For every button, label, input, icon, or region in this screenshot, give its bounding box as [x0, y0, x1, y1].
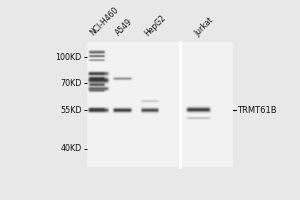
Text: Jurkat: Jurkat	[193, 15, 215, 38]
Bar	[88, 42, 233, 167]
Text: NCI-H460: NCI-H460	[88, 6, 120, 38]
Text: TRMT61B: TRMT61B	[238, 106, 277, 115]
Text: HepG2: HepG2	[143, 13, 167, 38]
Text: 55KD: 55KD	[60, 106, 82, 115]
Text: 40KD: 40KD	[60, 144, 82, 153]
Text: A549: A549	[114, 17, 134, 38]
Text: 70KD: 70KD	[60, 79, 82, 88]
Text: 100KD: 100KD	[56, 53, 82, 62]
